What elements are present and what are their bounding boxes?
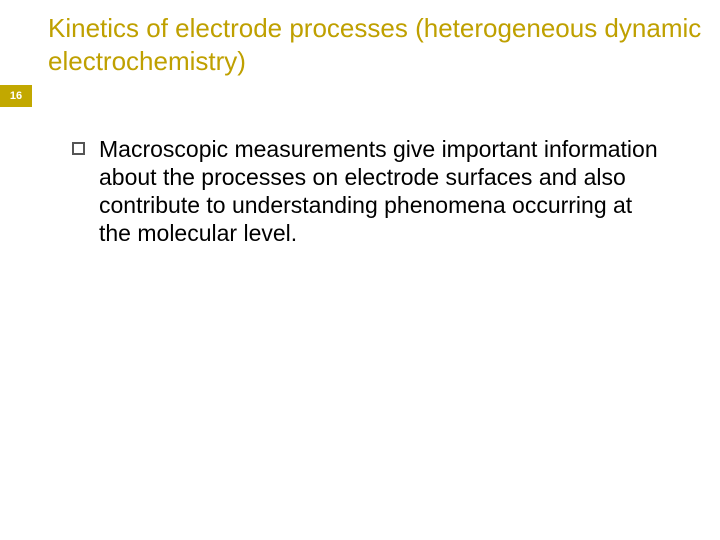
page-number-bar: 16 bbox=[0, 85, 720, 107]
list-item: Macroscopic measurements give important … bbox=[72, 135, 670, 247]
bullet-text: Macroscopic measurements give important … bbox=[99, 135, 670, 247]
page-number-badge: 16 bbox=[0, 85, 32, 107]
content-area: Macroscopic measurements give important … bbox=[0, 107, 720, 247]
page-title: Kinetics of electrode processes (heterog… bbox=[48, 12, 720, 77]
title-area: Kinetics of electrode processes (heterog… bbox=[0, 0, 720, 85]
square-bullet-icon bbox=[72, 142, 85, 155]
